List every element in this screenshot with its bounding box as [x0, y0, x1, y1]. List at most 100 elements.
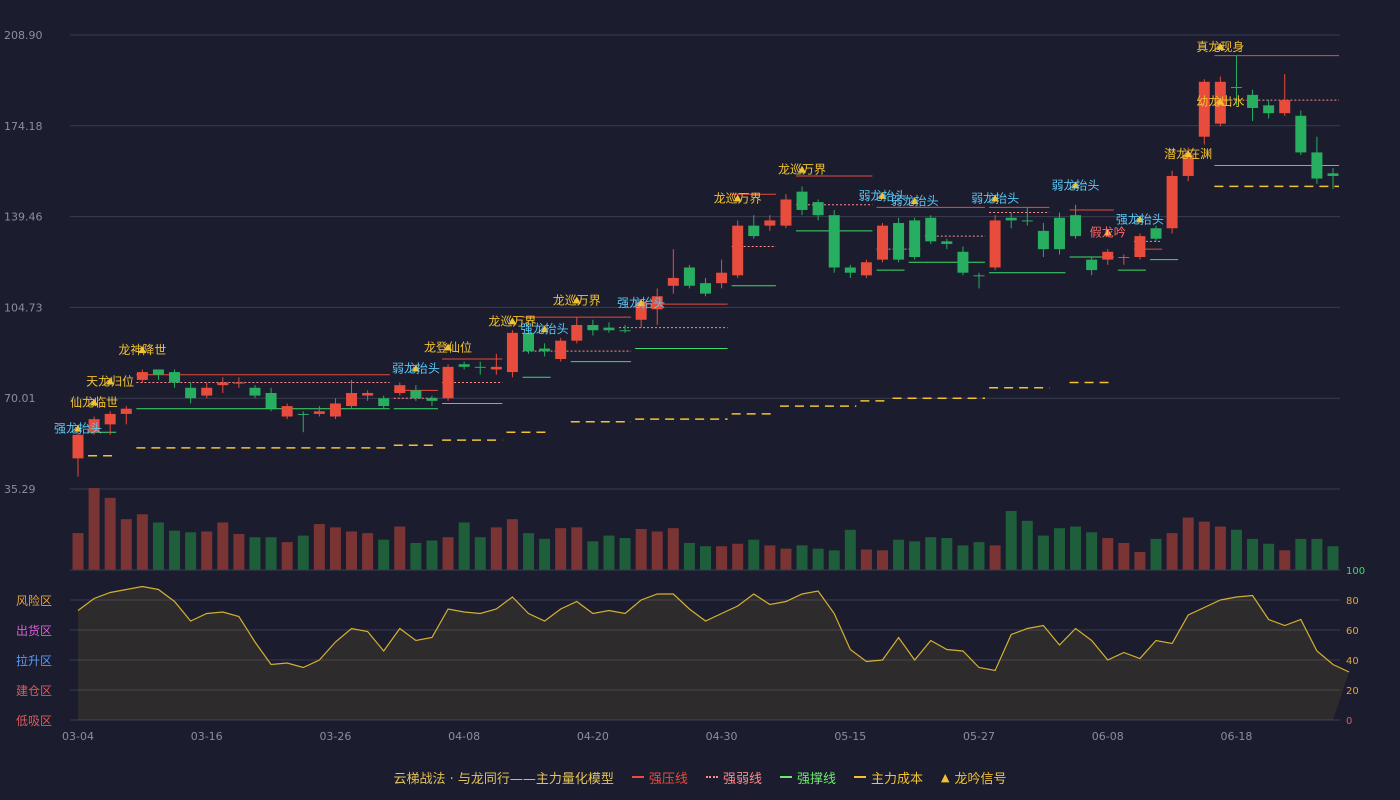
signal-triangle [733, 194, 742, 202]
signal-triangle [411, 364, 420, 372]
volume-bar [893, 539, 905, 570]
signal-triangle [798, 165, 807, 173]
candle-body [700, 283, 711, 294]
volume-bar [780, 548, 792, 570]
candle [201, 382, 213, 399]
signal-label: 龙巡万界 [553, 293, 601, 307]
candle [458, 361, 470, 370]
signal-triangle [572, 296, 581, 304]
candle [1102, 249, 1114, 265]
signal-triangle [540, 325, 549, 333]
candle-body [1279, 100, 1291, 114]
candle-body [442, 366, 454, 399]
candle-body [1166, 175, 1178, 229]
signal-label: 仙龙临世 [70, 395, 118, 409]
candle [909, 217, 921, 260]
candle-body [88, 419, 100, 433]
volume-bar [957, 545, 969, 570]
candle [362, 390, 374, 401]
volume-bar [1134, 551, 1146, 570]
signal-triangle [991, 194, 1000, 202]
candle [1198, 79, 1210, 145]
candle-body [72, 434, 84, 459]
candle [523, 330, 535, 354]
candle-body [506, 332, 518, 373]
candle [844, 264, 856, 278]
candle [426, 395, 438, 407]
candle-body [297, 413, 309, 415]
candle-body [989, 220, 1001, 268]
volume-bar [555, 528, 567, 570]
x-tick-label: 05-27 [963, 730, 995, 743]
volume-bar [1247, 538, 1259, 570]
candle-body [619, 330, 631, 332]
candle-body [876, 225, 888, 260]
candle [860, 259, 872, 278]
volume-bar [265, 537, 277, 570]
volume-bar [876, 550, 888, 570]
osc-tick-label: 80 [1346, 596, 1359, 607]
volume-bar [1037, 535, 1049, 570]
candle [1118, 254, 1130, 265]
volume-bar [1311, 538, 1323, 570]
volume-bar [329, 527, 341, 570]
candle [490, 353, 502, 375]
y-tick-label: 35.29 [4, 483, 36, 496]
volume-bar [458, 522, 470, 570]
zone-label: 低吸区 [16, 714, 52, 728]
candle-body [249, 387, 261, 396]
volume-bar [587, 541, 599, 570]
signal-label: 强龙抬头 [521, 322, 569, 336]
volume-bar [651, 531, 663, 570]
volume-bar [410, 542, 422, 570]
candle [1230, 55, 1242, 106]
volume-bar [1279, 550, 1291, 570]
candle [1247, 89, 1259, 122]
candle-body [973, 275, 985, 277]
signal-label: 天龙归位 [86, 374, 134, 389]
candle [764, 215, 776, 231]
signal-label: 潜龙在渊 [1164, 147, 1212, 161]
candle [812, 199, 824, 221]
signal-triangle [106, 377, 115, 385]
volume-bar [539, 538, 551, 570]
candle-body [1102, 251, 1114, 260]
volume-bar [281, 542, 293, 570]
candle [587, 319, 599, 336]
volume-bar [378, 539, 390, 570]
signal-label: 龙神降世 [118, 343, 166, 357]
candle-body [523, 332, 535, 352]
zone-label: 出货区 [16, 623, 52, 638]
signal-triangle [90, 398, 99, 406]
candle [506, 330, 518, 378]
candle-body [474, 366, 486, 368]
candle-body [587, 325, 599, 331]
volume-bar [1166, 533, 1178, 570]
candle-body [828, 215, 840, 268]
signal-label: 幼龙出水 [1196, 95, 1244, 109]
candle [989, 215, 1001, 271]
candle-body [1053, 217, 1065, 250]
candle-body [329, 403, 341, 417]
candle [72, 432, 84, 477]
candle [249, 385, 261, 399]
candle-body [571, 325, 583, 341]
signal-triangle [1216, 42, 1225, 50]
candle [1295, 110, 1307, 156]
candle-body [925, 217, 937, 242]
signal-label: 弱龙抬头 [392, 361, 440, 375]
y-tick-label: 139.46 [4, 211, 43, 224]
osc-tick-label: 40 [1346, 656, 1359, 667]
candle-body [893, 223, 905, 260]
candle [683, 264, 695, 289]
volume-bar [667, 528, 679, 570]
signal-label: 强龙抬头 [54, 422, 102, 436]
candle [1086, 257, 1098, 276]
volume-bar [764, 545, 776, 570]
x-tick-label: 04-20 [577, 730, 609, 743]
candle-body [426, 398, 438, 401]
oscillator-line [77, 585, 1350, 673]
x-tick-label: 04-08 [448, 730, 480, 743]
candle-body [1182, 155, 1194, 176]
